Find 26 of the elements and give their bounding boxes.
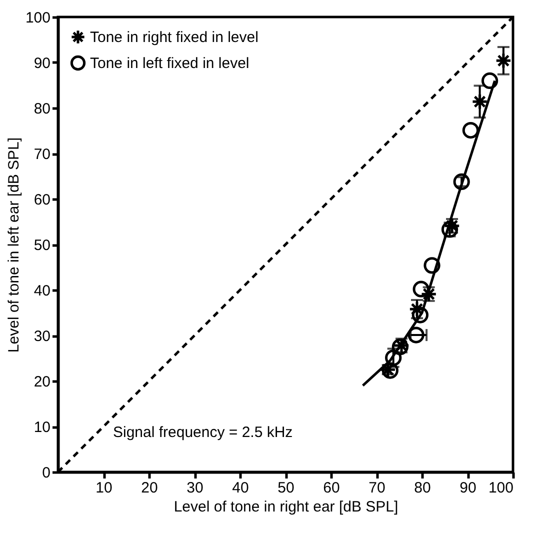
y-tick-label: 0 [42, 464, 50, 482]
legend-label: Tone in right fixed in level [90, 29, 258, 46]
x-tick-label: 80 [414, 480, 431, 496]
y-tick-label: 80 [34, 100, 50, 118]
y-tick-label: 20 [34, 374, 50, 390]
y-tick-label: 90 [34, 55, 50, 72]
y-tick-label: 60 [34, 192, 50, 208]
y-tick-label: 70 [34, 146, 50, 163]
x-tick-label: 90 [460, 480, 476, 496]
y-tick-label: 30 [34, 328, 50, 345]
x-tick-label: 10 [96, 480, 112, 496]
x-tick-label: 70 [368, 480, 386, 496]
y-axis-title: Level of tone in left ear [dB SPL] [5, 137, 22, 353]
y-tick-label: 50 [34, 237, 50, 254]
y-tick-label: 100 [25, 10, 50, 26]
y-tick-label: 40 [34, 282, 50, 300]
legend-label: Tone in left fixed in level [90, 55, 250, 72]
x-tick-label: 60 [323, 480, 340, 496]
x-tick-label: 50 [278, 480, 294, 496]
annotation: Signal frequency = 2.5 kHz [113, 424, 293, 441]
x-tick-label: 30 [186, 480, 204, 496]
x-axis-title: Level of tone in right ear [dB SPL] [174, 498, 398, 516]
x-tick-label: 20 [141, 480, 158, 496]
x-tick-label: 40 [232, 480, 249, 496]
y-tick-label: 10 [34, 419, 50, 436]
x-tick-label: 100 [488, 480, 514, 496]
